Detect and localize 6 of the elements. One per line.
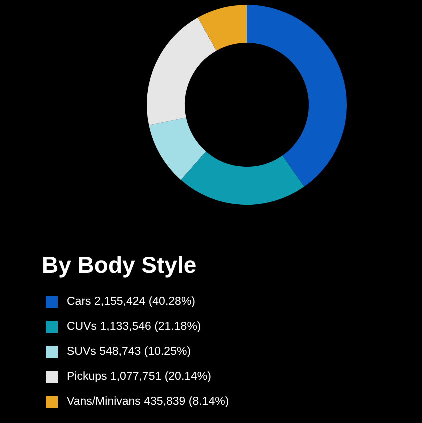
legend-label: Cars 2,155,424 (40.28%) [67, 296, 196, 308]
legend-title: By Body Style [42, 252, 198, 279]
legend-label: Pickups 1,077,751 (20.14%) [67, 370, 212, 382]
legend-label: SUVs 548,743 (10.25%) [67, 346, 192, 358]
legend-label: Vans/Minivans 435,839 (8.14%) [67, 396, 230, 408]
legend-label: CUVs 1,133,546 (21.18%) [67, 320, 202, 332]
